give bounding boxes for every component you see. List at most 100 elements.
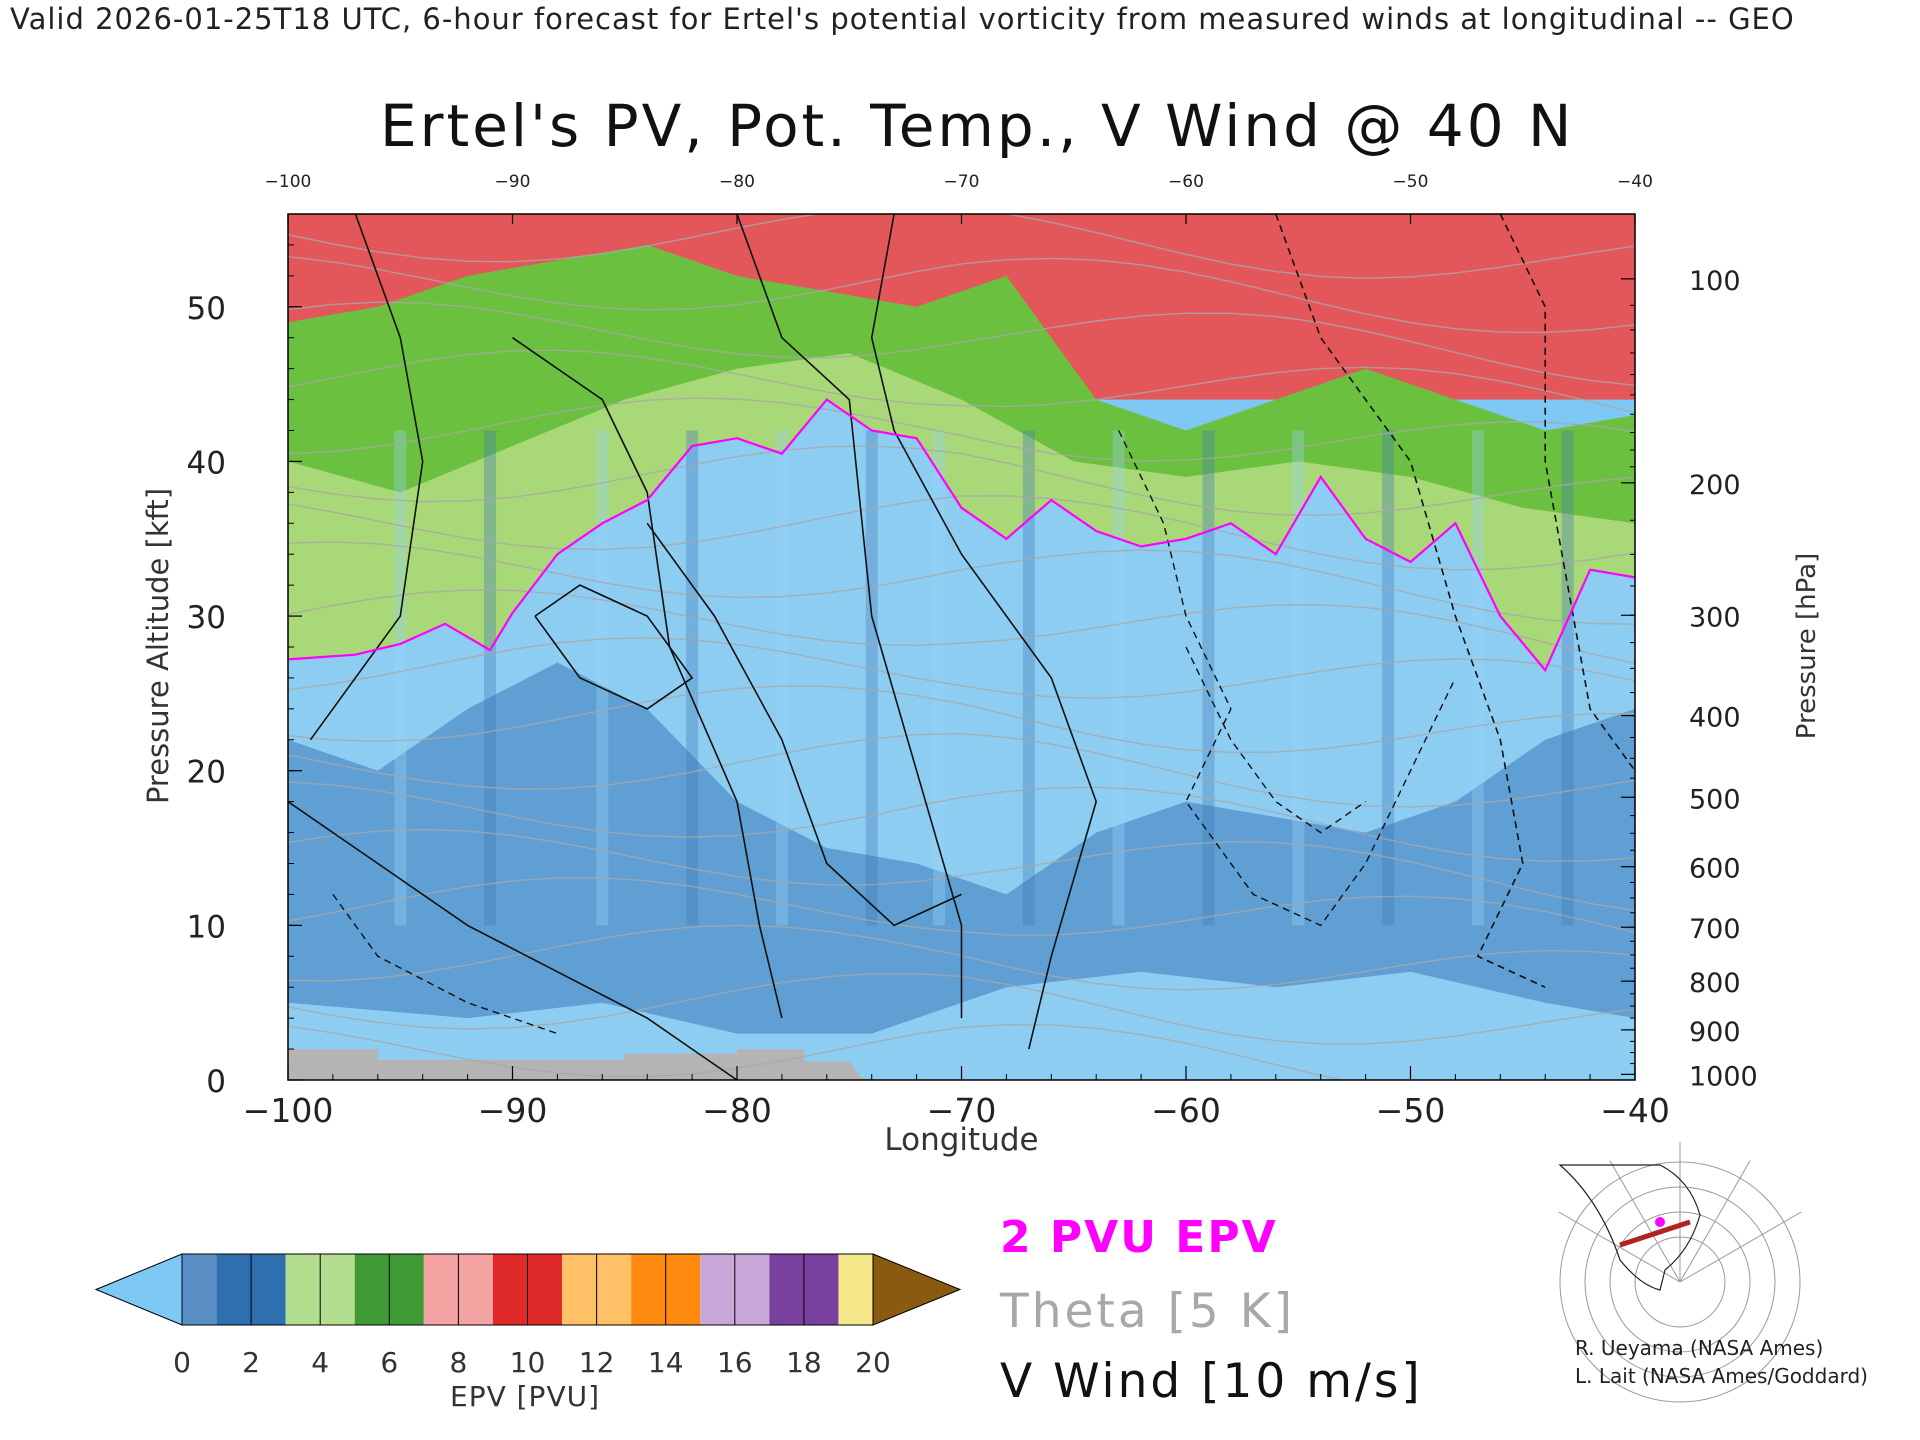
epv-streak <box>1382 430 1395 926</box>
p-tick-label: 400 <box>1689 703 1741 734</box>
map-transect <box>1619 1219 1691 1248</box>
y-tick-label: 50 <box>187 291 226 327</box>
colorbar: 0 2 4 6 8 10 12 14 16 18 20 <box>94 1253 962 1379</box>
colorbar-segment <box>216 1254 252 1325</box>
x-tick-label: −90 <box>478 1091 548 1130</box>
theta-contour <box>288 214 1635 279</box>
credit-line-2: L. Lait (NASA Ames/Goddard) <box>1575 1364 1868 1388</box>
colorbar-tick-label: 16 <box>717 1346 753 1379</box>
theta-contour <box>288 397 1635 462</box>
top-tick-label: −80 <box>719 172 755 192</box>
epv-streak <box>865 430 878 926</box>
theta-contour <box>288 495 1635 571</box>
epv-streak <box>1022 430 1035 926</box>
pv-2pvu-line <box>288 398 1635 673</box>
colorbar-segment <box>389 1254 424 1325</box>
y-tick-label: 10 <box>187 909 226 945</box>
vwind-contour <box>870 214 1098 1050</box>
x-tick-label: −100 <box>243 1091 334 1130</box>
colorbar-tick-label: 4 <box>311 1346 329 1379</box>
top-tick-label: −90 <box>495 172 531 192</box>
theta-contour <box>288 445 1635 517</box>
vwind-contour <box>1275 214 1546 988</box>
colorbar-tick-label: 20 <box>855 1346 891 1379</box>
p-tick-label: 100 <box>1689 266 1741 297</box>
p-tick-label: 300 <box>1689 602 1741 633</box>
theta-contour <box>288 637 1635 699</box>
colorbar-segment <box>320 1254 355 1325</box>
p-tick-label: 1000 <box>1689 1061 1758 1092</box>
top-tick-label: −100 <box>265 172 312 192</box>
epv-streak <box>484 430 497 926</box>
legend-vwind: V Wind [10 m/s] <box>1000 1354 1423 1409</box>
colorbar-tick-label: 14 <box>648 1346 684 1379</box>
top-tick-label: −40 <box>1617 172 1653 192</box>
colorbar-segment <box>803 1254 839 1325</box>
colorbar-tick-label: 0 <box>173 1346 191 1379</box>
epv-streak <box>1471 430 1484 926</box>
credit-line-1: R. Ueyama (NASA Ames) <box>1575 1336 1824 1360</box>
colorbar-border <box>181 1253 874 1326</box>
x-tick-label: −40 <box>1600 1091 1670 1130</box>
vwind-contour-negative <box>1118 430 1457 927</box>
theta-contour <box>288 589 1635 664</box>
theta-contour <box>288 349 1635 414</box>
p-tick-label: 500 <box>1689 784 1741 815</box>
colorbar-segment <box>838 1254 873 1325</box>
top-tick-label: −70 <box>944 172 980 192</box>
y-tick-label: 40 <box>187 445 226 481</box>
vwind-contour <box>534 584 694 710</box>
colorbar-segment <box>665 1254 701 1325</box>
theta-contour <box>288 732 1635 808</box>
colorbar-under-arrow <box>94 1253 183 1326</box>
vwind-contour-negative <box>332 893 558 1035</box>
locator-map <box>1535 1142 1802 1403</box>
map-meridian <box>1558 1211 1681 1283</box>
y-tick-label: 30 <box>187 600 226 636</box>
colorbar-tick-label: 2 <box>242 1346 260 1379</box>
colorbar-segment <box>492 1254 528 1325</box>
p-tick-label: 700 <box>1689 914 1741 945</box>
p-axis-label: Pressure [hPa] <box>1792 553 1822 740</box>
epv-field <box>288 214 1635 1080</box>
colorbar-segment <box>562 1254 597 1325</box>
map-marker <box>1655 1217 1665 1227</box>
theta-contour <box>288 828 1635 912</box>
colorbar-segment <box>458 1254 493 1325</box>
colorbar-tick-label: 6 <box>380 1346 398 1379</box>
vwind-contour-negative <box>1185 646 1366 834</box>
colorbar-segment <box>700 1254 735 1325</box>
x-tick-label: −80 <box>702 1091 772 1130</box>
theta-contour <box>288 256 1635 334</box>
epv-streak <box>1561 430 1574 926</box>
epv-streak <box>596 430 609 926</box>
colorbar-segment <box>631 1254 666 1325</box>
colorbar-segment <box>769 1254 804 1325</box>
map-meridian <box>1609 1160 1681 1283</box>
x-tick-label: −60 <box>1151 1091 1221 1130</box>
colorbar-segment <box>354 1254 390 1325</box>
y-tick-label: 0 <box>206 1064 226 1100</box>
legend-theta: Theta [5 K] <box>1000 1284 1295 1339</box>
chart-title: Ertel's PV, Pot. Temp., V Wind @ 40 N <box>380 92 1575 160</box>
vwind-contour <box>1499 214 1635 772</box>
epv-streak <box>775 430 788 926</box>
colorbar-segment <box>527 1254 563 1325</box>
vwind-contour <box>736 214 963 1019</box>
x-tick-label: −50 <box>1376 1091 1446 1130</box>
colorbar-tick-label: 18 <box>786 1346 822 1379</box>
vwind-contour <box>309 214 424 741</box>
map-meridian <box>1679 1160 1751 1283</box>
vwind-contour <box>646 522 962 927</box>
epv-streak <box>1292 430 1305 926</box>
epv-streak <box>1112 430 1125 926</box>
map-coastline <box>1558 1164 1701 1291</box>
theta-contour <box>288 301 1635 386</box>
theta-contour <box>288 781 1635 863</box>
epv-midtrop-band <box>288 662 1635 1034</box>
y-tick-label: 20 <box>187 755 226 791</box>
p-tick-label: 900 <box>1689 1017 1741 1048</box>
colorbar-tick-label: 12 <box>579 1346 615 1379</box>
top-tick-label: −50 <box>1393 172 1429 192</box>
x-tick-label: −70 <box>927 1091 997 1130</box>
